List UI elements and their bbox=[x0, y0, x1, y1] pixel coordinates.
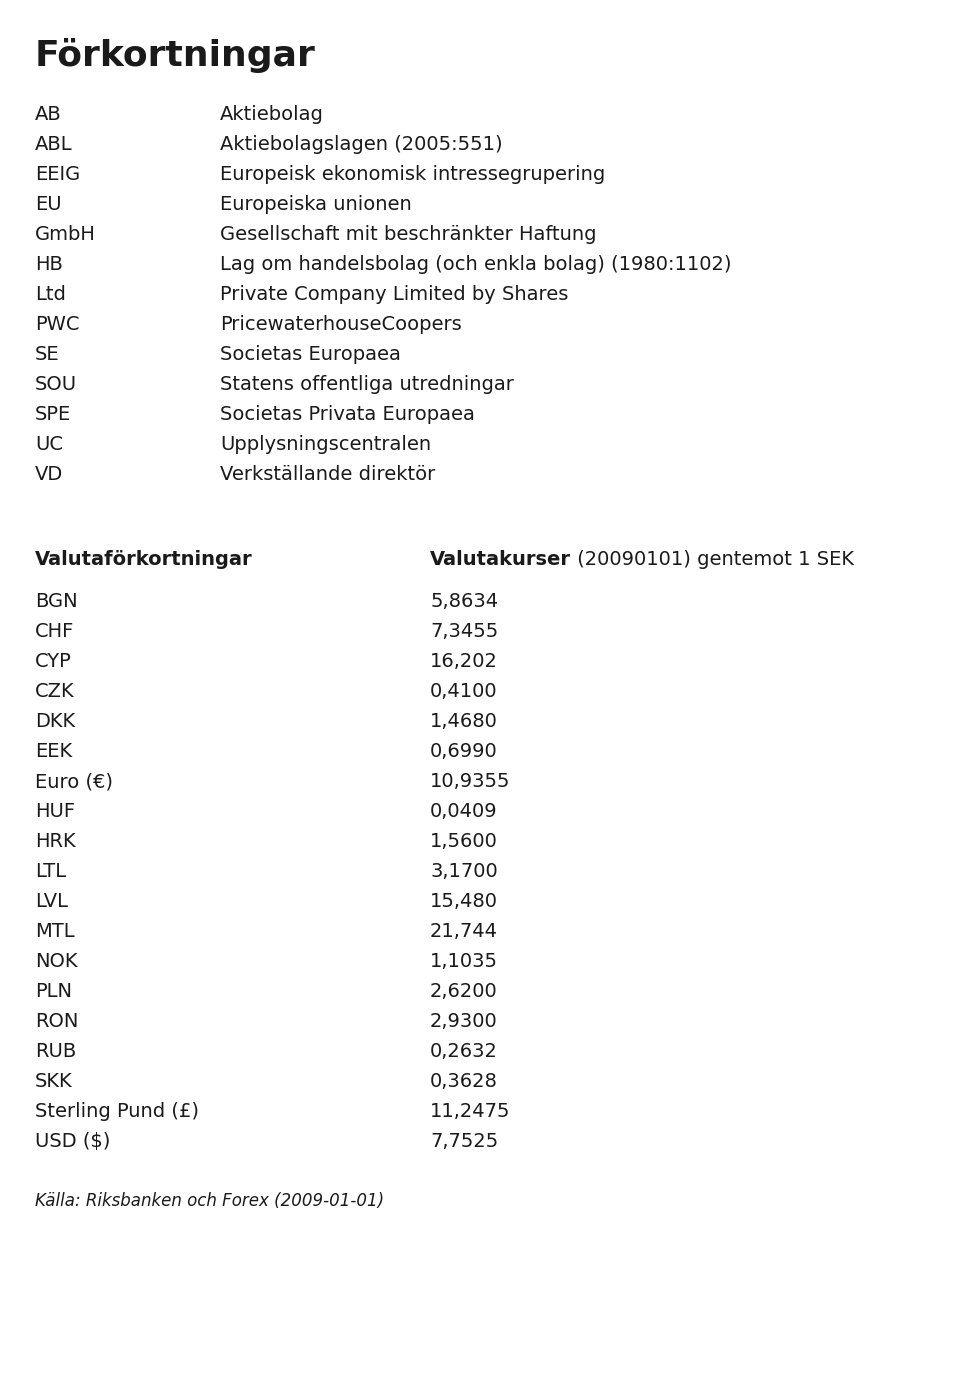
Text: SE: SE bbox=[35, 345, 60, 364]
Text: PLN: PLN bbox=[35, 982, 72, 1001]
Text: Statens offentliga utredningar: Statens offentliga utredningar bbox=[220, 375, 514, 393]
Text: VD: VD bbox=[35, 465, 63, 483]
Text: Sterling Pund (£): Sterling Pund (£) bbox=[35, 1102, 199, 1120]
Text: DKK: DKK bbox=[35, 712, 75, 731]
Text: Lag om handelsbolag (och enkla bolag) (1980:1102): Lag om handelsbolag (och enkla bolag) (1… bbox=[220, 255, 732, 274]
Text: USD ($): USD ($) bbox=[35, 1132, 110, 1151]
Text: CHF: CHF bbox=[35, 622, 74, 641]
Text: RON: RON bbox=[35, 1012, 79, 1030]
Text: SPE: SPE bbox=[35, 404, 71, 424]
Text: 7,3455: 7,3455 bbox=[430, 622, 498, 641]
Text: UC: UC bbox=[35, 435, 63, 454]
Text: Private Company Limited by Shares: Private Company Limited by Shares bbox=[220, 285, 568, 303]
Text: Europeiska unionen: Europeiska unionen bbox=[220, 195, 412, 215]
Text: 1,5600: 1,5600 bbox=[430, 832, 498, 850]
Text: Aktiebolagslagen (2005:551): Aktiebolagslagen (2005:551) bbox=[220, 134, 503, 154]
Text: HRK: HRK bbox=[35, 832, 76, 850]
Text: 5,8634: 5,8634 bbox=[430, 591, 498, 611]
Text: Upplysningscentralen: Upplysningscentralen bbox=[220, 435, 431, 454]
Text: 21,744: 21,744 bbox=[430, 922, 498, 940]
Text: CZK: CZK bbox=[35, 681, 75, 701]
Text: HUF: HUF bbox=[35, 802, 75, 821]
Text: Källa: Riksbanken och Forex (2009-01-01): Källa: Riksbanken och Forex (2009-01-01) bbox=[35, 1192, 384, 1210]
Text: LTL: LTL bbox=[35, 861, 66, 881]
Text: 2,6200: 2,6200 bbox=[430, 982, 497, 1001]
Text: Aktiebolag: Aktiebolag bbox=[220, 105, 324, 125]
Text: 0,0409: 0,0409 bbox=[430, 802, 497, 821]
Text: MTL: MTL bbox=[35, 922, 75, 940]
Text: 0,2632: 0,2632 bbox=[430, 1042, 498, 1061]
Text: EU: EU bbox=[35, 195, 61, 215]
Text: NOK: NOK bbox=[35, 951, 78, 971]
Text: 1,1035: 1,1035 bbox=[430, 951, 498, 971]
Text: BGN: BGN bbox=[35, 591, 78, 611]
Text: Verkställande direktör: Verkställande direktör bbox=[220, 465, 435, 483]
Text: 16,202: 16,202 bbox=[430, 652, 498, 670]
Text: Valutaförkortningar: Valutaförkortningar bbox=[35, 550, 252, 569]
Text: EEK: EEK bbox=[35, 742, 72, 760]
Text: PWC: PWC bbox=[35, 314, 80, 334]
Text: 10,9355: 10,9355 bbox=[430, 771, 511, 791]
Text: EEIG: EEIG bbox=[35, 165, 81, 184]
Text: HB: HB bbox=[35, 255, 62, 274]
Text: Europeisk ekonomisk intressegrupering: Europeisk ekonomisk intressegrupering bbox=[220, 165, 605, 184]
Text: RUB: RUB bbox=[35, 1042, 76, 1061]
Text: 2,9300: 2,9300 bbox=[430, 1012, 497, 1030]
Text: Valutakurser: Valutakurser bbox=[430, 550, 571, 569]
Text: Förkortningar: Förkortningar bbox=[35, 37, 316, 73]
Text: (20090101) gentemot 1 SEK: (20090101) gentemot 1 SEK bbox=[571, 550, 854, 569]
Text: SOU: SOU bbox=[35, 375, 77, 393]
Text: Societas Privata Europaea: Societas Privata Europaea bbox=[220, 404, 475, 424]
Text: 0,4100: 0,4100 bbox=[430, 681, 497, 701]
Text: Euro (€): Euro (€) bbox=[35, 771, 113, 791]
Text: 15,480: 15,480 bbox=[430, 892, 498, 911]
Text: Societas Europaea: Societas Europaea bbox=[220, 345, 401, 364]
Text: 7,7525: 7,7525 bbox=[430, 1132, 498, 1151]
Text: 11,2475: 11,2475 bbox=[430, 1102, 511, 1120]
Text: PricewaterhouseCoopers: PricewaterhouseCoopers bbox=[220, 314, 462, 334]
Text: CYP: CYP bbox=[35, 652, 72, 670]
Text: 0,3628: 0,3628 bbox=[430, 1072, 498, 1091]
Text: LVL: LVL bbox=[35, 892, 68, 911]
Text: 3,1700: 3,1700 bbox=[430, 861, 497, 881]
Text: Gesellschaft mit beschränkter Haftung: Gesellschaft mit beschränkter Haftung bbox=[220, 224, 596, 244]
Text: ABL: ABL bbox=[35, 134, 73, 154]
Text: 0,6990: 0,6990 bbox=[430, 742, 497, 760]
Text: SKK: SKK bbox=[35, 1072, 73, 1091]
Text: 1,4680: 1,4680 bbox=[430, 712, 498, 731]
Text: AB: AB bbox=[35, 105, 61, 125]
Text: Ltd: Ltd bbox=[35, 285, 66, 303]
Text: GmbH: GmbH bbox=[35, 224, 96, 244]
